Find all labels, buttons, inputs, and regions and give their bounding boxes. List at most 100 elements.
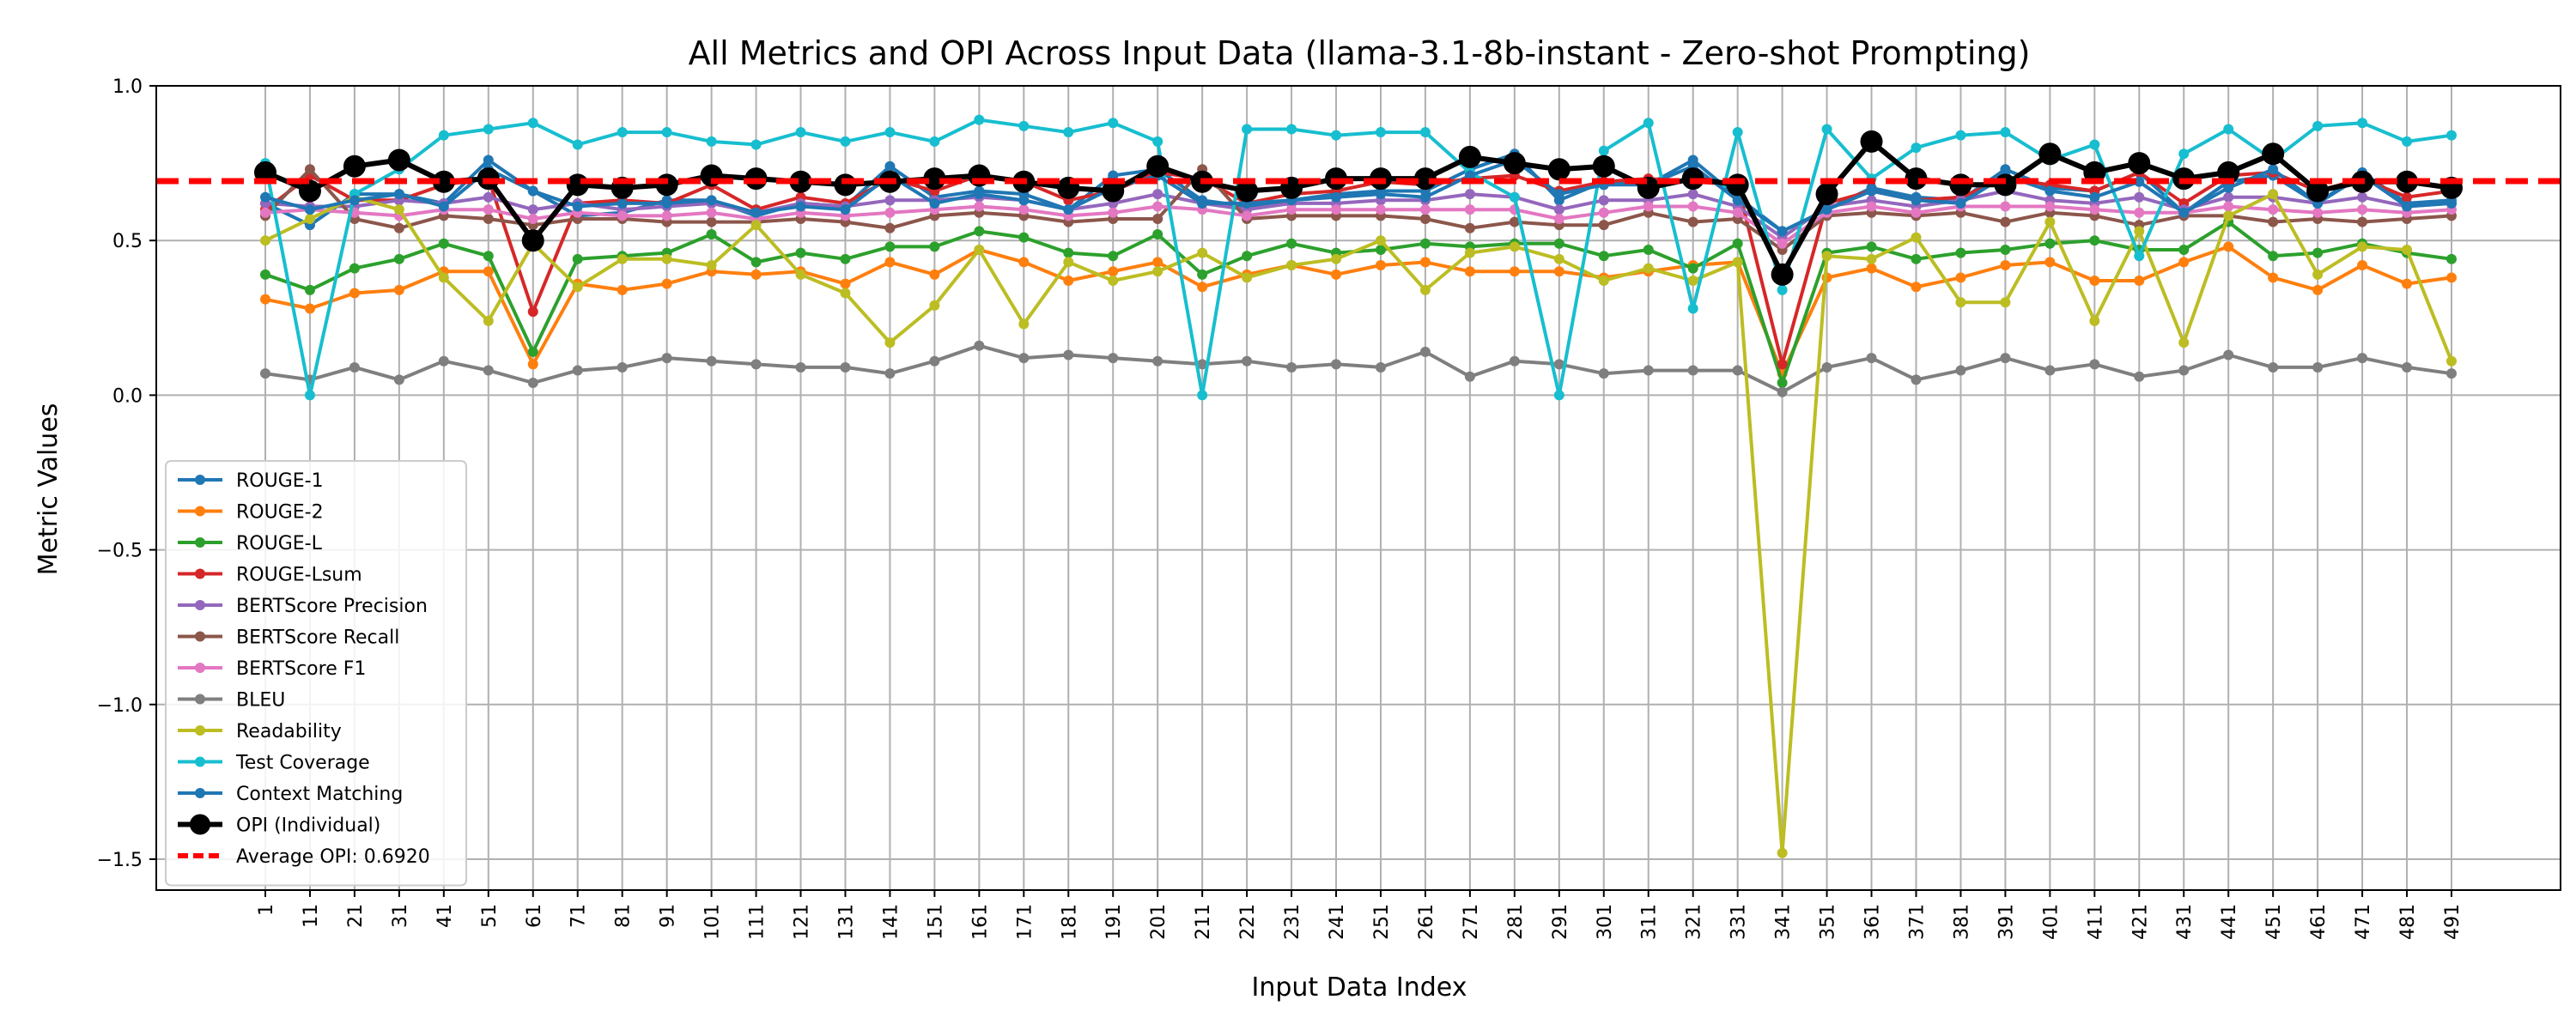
data-point	[617, 284, 628, 295]
legend-swatch-marker	[190, 814, 210, 835]
data-point	[2000, 245, 2011, 256]
data-point	[2446, 272, 2457, 283]
data-point	[483, 124, 494, 135]
data-point	[884, 257, 896, 268]
data-point	[1732, 238, 1743, 249]
data-point	[1911, 374, 1922, 385]
data-point	[840, 361, 851, 373]
data-point	[1687, 276, 1698, 287]
data-point	[1911, 282, 1922, 293]
data-point	[527, 346, 538, 357]
data-point	[1911, 207, 1922, 218]
data-point	[2312, 207, 2324, 218]
data-point	[1464, 266, 1475, 277]
data-point	[929, 241, 940, 252]
data-point	[2268, 189, 2279, 200]
data-point	[2223, 182, 2234, 193]
data-point	[1598, 220, 1609, 231]
data-point	[1108, 353, 1119, 364]
data-point	[2128, 152, 2151, 175]
data-point	[1102, 179, 1125, 203]
x-tick-label: 491	[2442, 904, 2464, 940]
data-point	[2134, 207, 2145, 218]
series-line	[264, 189, 2452, 239]
data-point	[1063, 257, 1074, 268]
x-tick-label: 61	[524, 904, 545, 928]
data-point	[1905, 167, 1928, 191]
data-point	[1197, 282, 1208, 293]
data-point	[438, 130, 449, 141]
data-point	[1108, 251, 1119, 262]
data-point	[1553, 359, 1564, 370]
data-point	[1598, 195, 1609, 206]
series-rouge-2	[260, 241, 2457, 379]
data-point	[1503, 152, 1526, 175]
data-point	[2357, 118, 2368, 129]
data-point	[1375, 235, 1386, 246]
data-point	[2178, 365, 2190, 376]
data-point	[1146, 154, 1170, 178]
data-point	[572, 282, 583, 293]
legend-swatch-marker	[195, 631, 205, 642]
data-point	[795, 361, 806, 373]
data-point	[661, 353, 672, 364]
data-point	[1375, 204, 1386, 215]
data-point	[349, 195, 360, 206]
data-point	[1063, 349, 1074, 360]
data-point	[1866, 263, 1877, 274]
data-point	[617, 197, 628, 209]
data-point	[1911, 195, 1922, 206]
data-point	[2223, 191, 2234, 203]
data-point	[432, 170, 455, 193]
plot-frame	[155, 85, 2561, 891]
data-point	[393, 253, 404, 264]
data-point	[661, 210, 672, 221]
data-point	[1687, 303, 1698, 314]
data-point	[661, 253, 672, 264]
data-point	[1547, 158, 1571, 181]
legend-label: ROUGE-2	[236, 502, 324, 524]
data-point	[2134, 371, 2145, 382]
legend-label: Readability	[236, 721, 342, 742]
data-point	[1866, 185, 1877, 197]
data-point	[974, 201, 985, 212]
data-point	[974, 340, 985, 351]
data-point	[706, 260, 717, 271]
x-tick-label: 291	[1550, 904, 1571, 940]
data-point	[1911, 253, 1922, 264]
data-point	[2268, 216, 2279, 227]
data-point	[298, 179, 321, 203]
data-point	[1777, 238, 1788, 249]
legend-label: Context Matching	[236, 784, 403, 805]
data-point	[1464, 204, 1475, 215]
data-point	[840, 204, 851, 215]
data-point	[1108, 276, 1119, 287]
data-point	[2268, 204, 2279, 215]
x-tick-label: 91	[658, 904, 679, 928]
data-point	[1592, 154, 1615, 178]
data-point	[1018, 120, 1030, 131]
data-point	[2396, 170, 2419, 193]
data-point	[1553, 390, 1564, 401]
data-point	[1687, 216, 1698, 227]
series-line	[264, 118, 2452, 397]
data-point	[2312, 361, 2324, 373]
data-point	[1063, 247, 1074, 258]
data-point	[2268, 251, 2279, 262]
data-point	[2312, 120, 2324, 131]
data-point	[617, 210, 628, 221]
data-point	[1152, 257, 1163, 268]
data-point	[2357, 353, 2368, 364]
data-point	[2044, 201, 2056, 212]
data-point	[2268, 272, 2279, 283]
data-point	[260, 235, 270, 246]
data-point	[260, 207, 270, 218]
data-point	[1821, 361, 1832, 373]
legend-item: Test Coverage	[178, 753, 370, 774]
data-point	[2223, 349, 2234, 360]
data-point	[706, 136, 717, 147]
data-point	[1687, 189, 1698, 200]
legend-label: BERTScore Recall	[236, 627, 399, 649]
data-point	[1860, 130, 1883, 153]
data-point	[1197, 197, 1208, 209]
